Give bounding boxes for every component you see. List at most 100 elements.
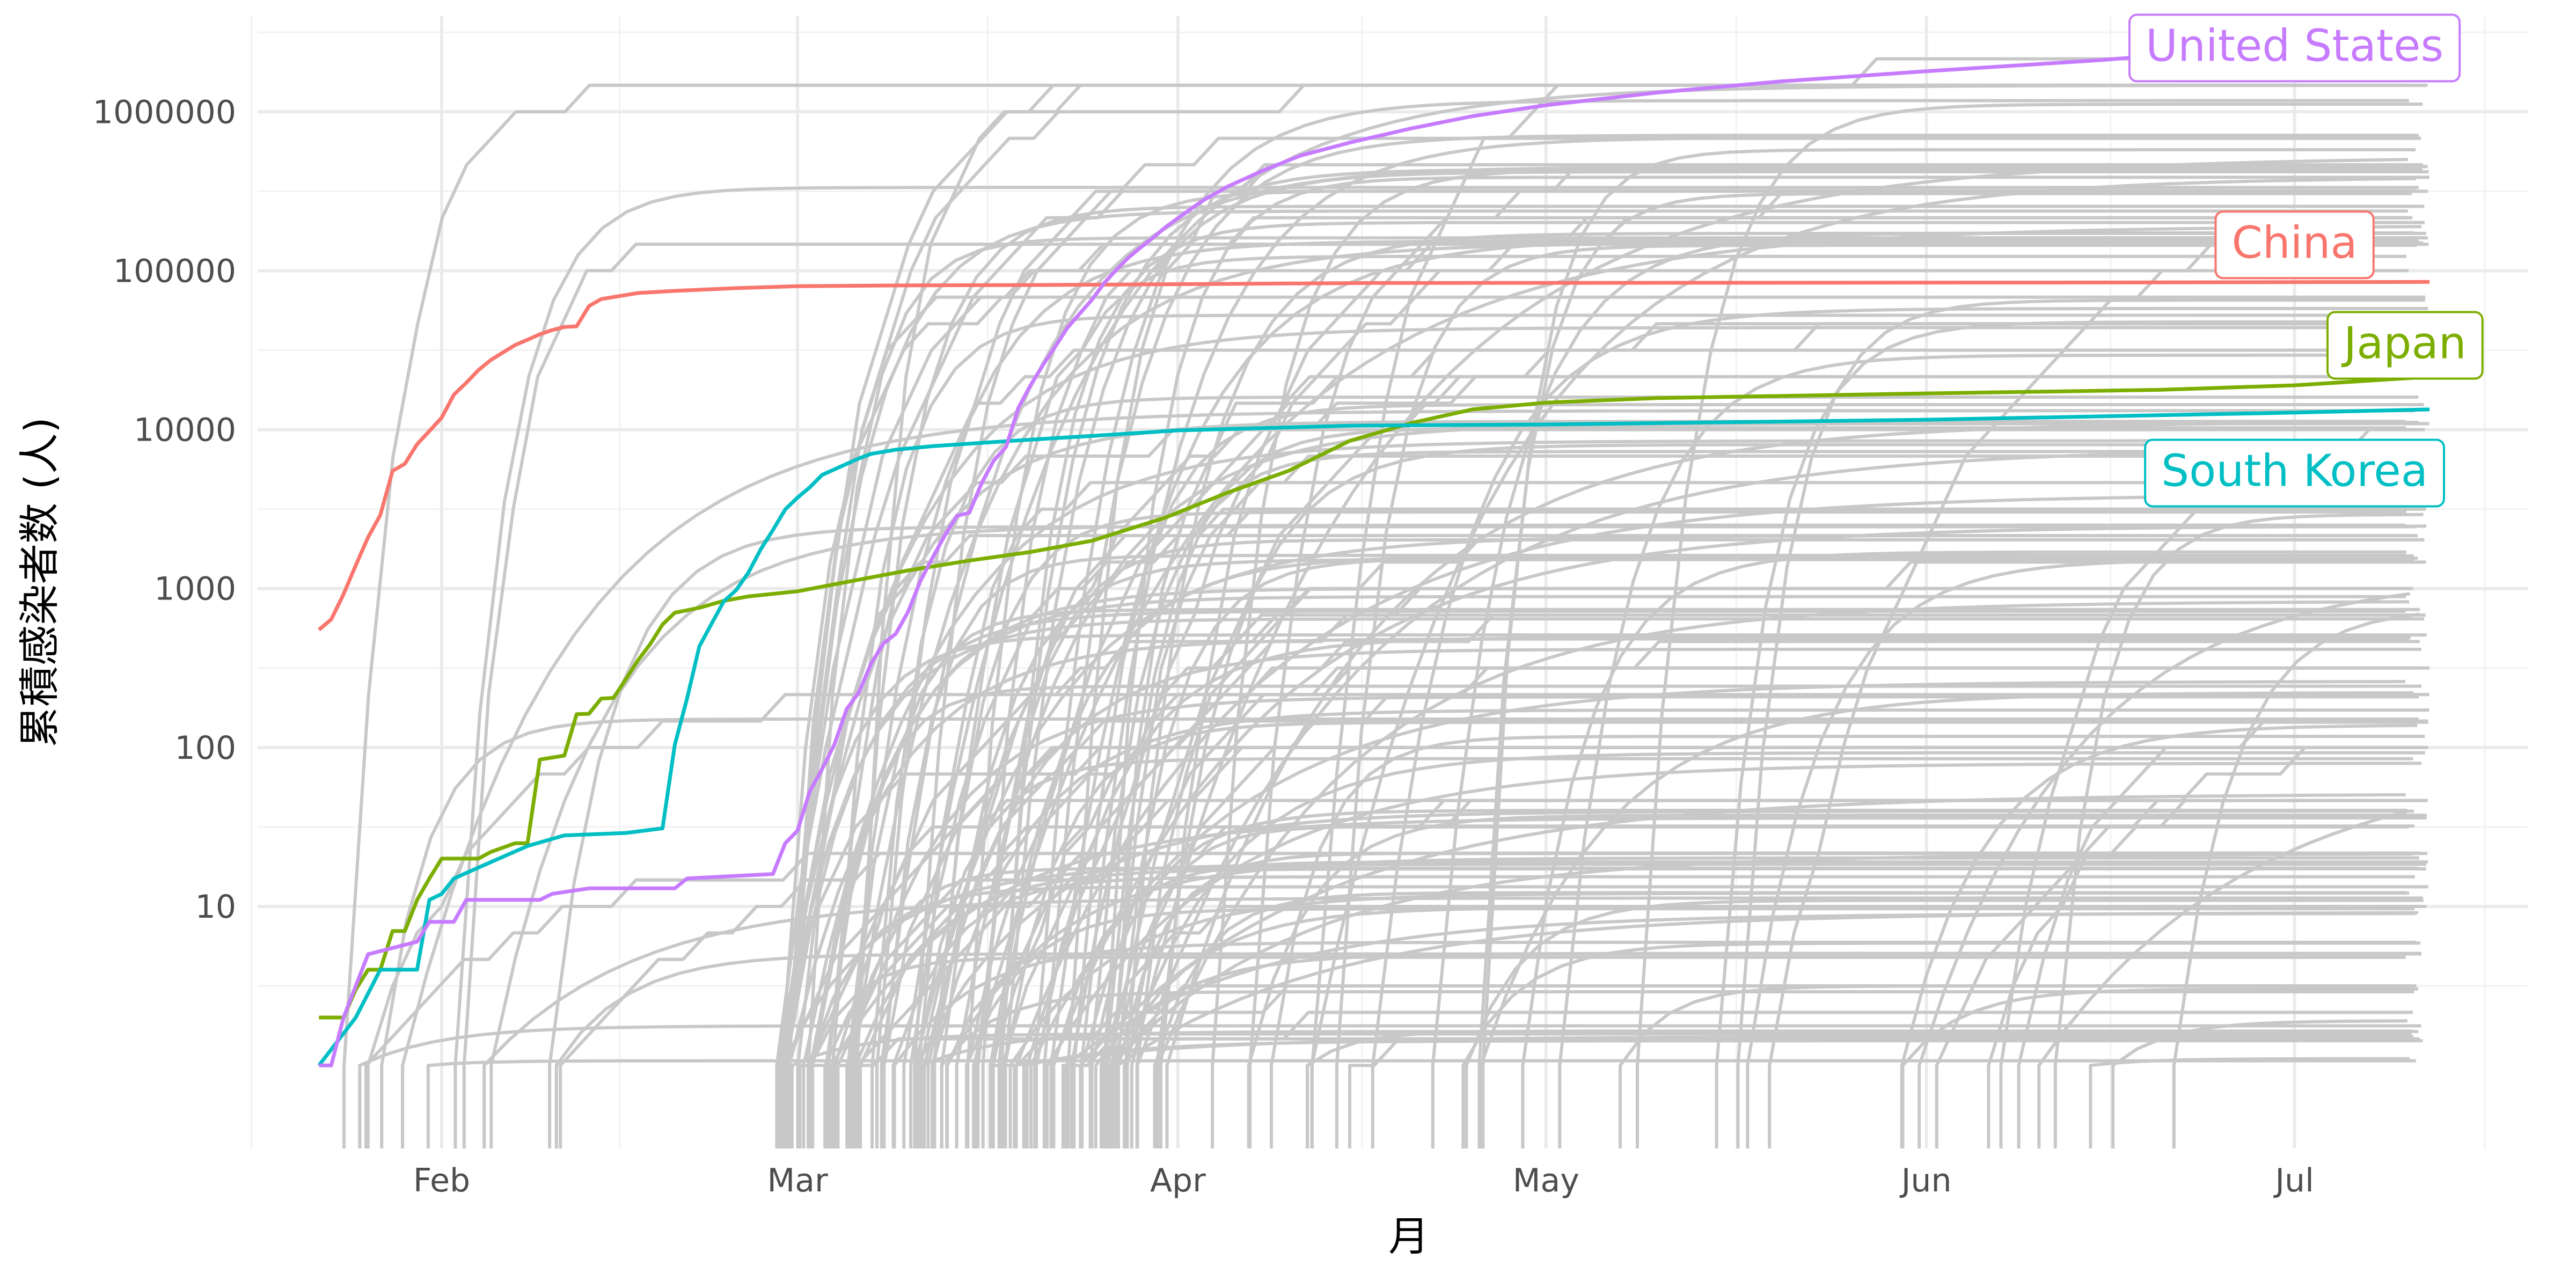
background-country-line [975,538,2425,1148]
y-axis-title: 累積感染者数 (人) [16,417,63,747]
background-country-line [1348,1037,2405,1148]
y-tick-label: 1000000 [93,93,236,131]
background-country-line [366,693,2429,1148]
background-country-line [1003,720,2428,1148]
background-country-line [1619,984,2406,1148]
background-country-line [342,83,2406,1148]
background-country-line [796,534,2418,1148]
y-axis-tick-labels: 10 100 1000 10000 100000 1000000 [93,93,236,926]
background-country-line [784,420,2406,1148]
background-country-line [880,165,2428,1148]
background-country-line [2172,612,2420,1148]
x-axis-title: 月 [1388,1212,1429,1260]
background-country-line [1070,189,2421,1148]
background-country-line [559,799,2426,1148]
background-country-line [1079,136,2407,1148]
background-country-line [784,610,2406,1148]
background-country-line [824,684,2421,1148]
background-country-line [919,1030,2419,1148]
background-country-line [778,617,2425,1148]
background-country-line [918,322,2418,1148]
series-line-united-states [319,28,2430,1067]
series-line-south-korea [317,407,2430,1067]
background-country-line [831,313,2428,1148]
y-tick-label: 100000 [113,252,236,290]
y-tick-label: 1000 [154,570,236,608]
highlighted-country-lines [317,28,2430,1067]
series-label-text: China [2231,217,2357,268]
background-country-line [1042,134,2419,1148]
series-labels: United States China Japan South Korea [2128,13,2484,508]
label-south-korea: South Korea [2144,438,2445,508]
background-country-line [1049,236,2426,1148]
background-country-line [1270,735,2425,1148]
background-country-line [913,163,2412,1148]
background-country-line [1004,170,2429,1148]
background-country-line [776,326,2423,1148]
background-country-line [401,409,2415,1148]
x-tick-label: Mar [767,1162,828,1199]
background-country-line [999,221,2425,1148]
background-country-line [1000,613,2426,1148]
background-country-line [1115,557,2418,1148]
x-axis-tick-labels: Feb Mar Apr May Jun Jul [413,1162,2314,1199]
background-country-line [1090,666,2417,1148]
background-country-line [997,167,2423,1148]
background-country-line [1159,216,2413,1148]
background-country-line [1465,898,2424,1148]
x-tick-label: May [1513,1162,1579,1199]
series-label-box [2128,13,2461,83]
background-country-line [1061,1011,2413,1148]
x-tick-label: Feb [413,1162,470,1199]
background-country-line [826,348,2424,1148]
background-country-line [1109,905,2412,1148]
series-label-box [2214,210,2375,280]
background-country-line [1901,987,2418,1148]
series-label-text: South Korea [2161,445,2428,496]
background-country-line [1029,680,2406,1148]
background-country-line [779,428,2425,1148]
series-line-japan [319,375,2430,1020]
background-country-line [453,186,2419,1148]
background-country-line [1124,231,2426,1148]
background-country-line [1736,298,2425,1148]
series-label-text: United States [2146,20,2443,71]
background-country-line [1102,175,2429,1148]
background-country-line [2089,1057,2410,1148]
y-tick-label: 100 [174,729,236,767]
series-label-box [2326,311,2484,380]
series-line-china [318,280,2430,632]
series-label-text: Japan [2341,318,2467,369]
background-country-line [554,952,2422,1148]
series-label-box [2144,438,2445,508]
background-country-line [870,396,2419,1148]
label-japan: Japan [2326,311,2484,380]
background-country-line [548,525,2415,1148]
background-country-line [882,553,2405,1148]
background-country-line [1987,799,2406,1148]
background-country-line [790,1032,2412,1148]
y-tick-label: 10000 [134,412,236,449]
background-country-line [1008,891,2410,1148]
x-tick-label: Apr [1150,1162,1206,1199]
background-country-line [1918,592,2411,1148]
background-country-line [930,708,2429,1148]
x-tick-label: Jun [1899,1162,1952,1199]
background-country-line [809,595,2406,1148]
background-country-line [830,816,2427,1148]
label-united-states: United States [2128,13,2461,83]
background-country-line [1080,808,2407,1148]
background-country-line [859,852,2406,1148]
background-country-line [1045,762,2422,1148]
x-tick-label: Jul [2273,1162,2314,1199]
y-tick-label: 10 [195,888,236,926]
background-country-line [358,1024,2421,1148]
background-country-line [1103,426,2406,1148]
background-country-line [779,295,2426,1148]
background-country-line [780,633,2427,1148]
background-country-line [1072,403,2424,1148]
background-country-line [1111,375,2414,1148]
background-country-line [1033,99,2409,1148]
background-country-line [1155,600,2410,1148]
